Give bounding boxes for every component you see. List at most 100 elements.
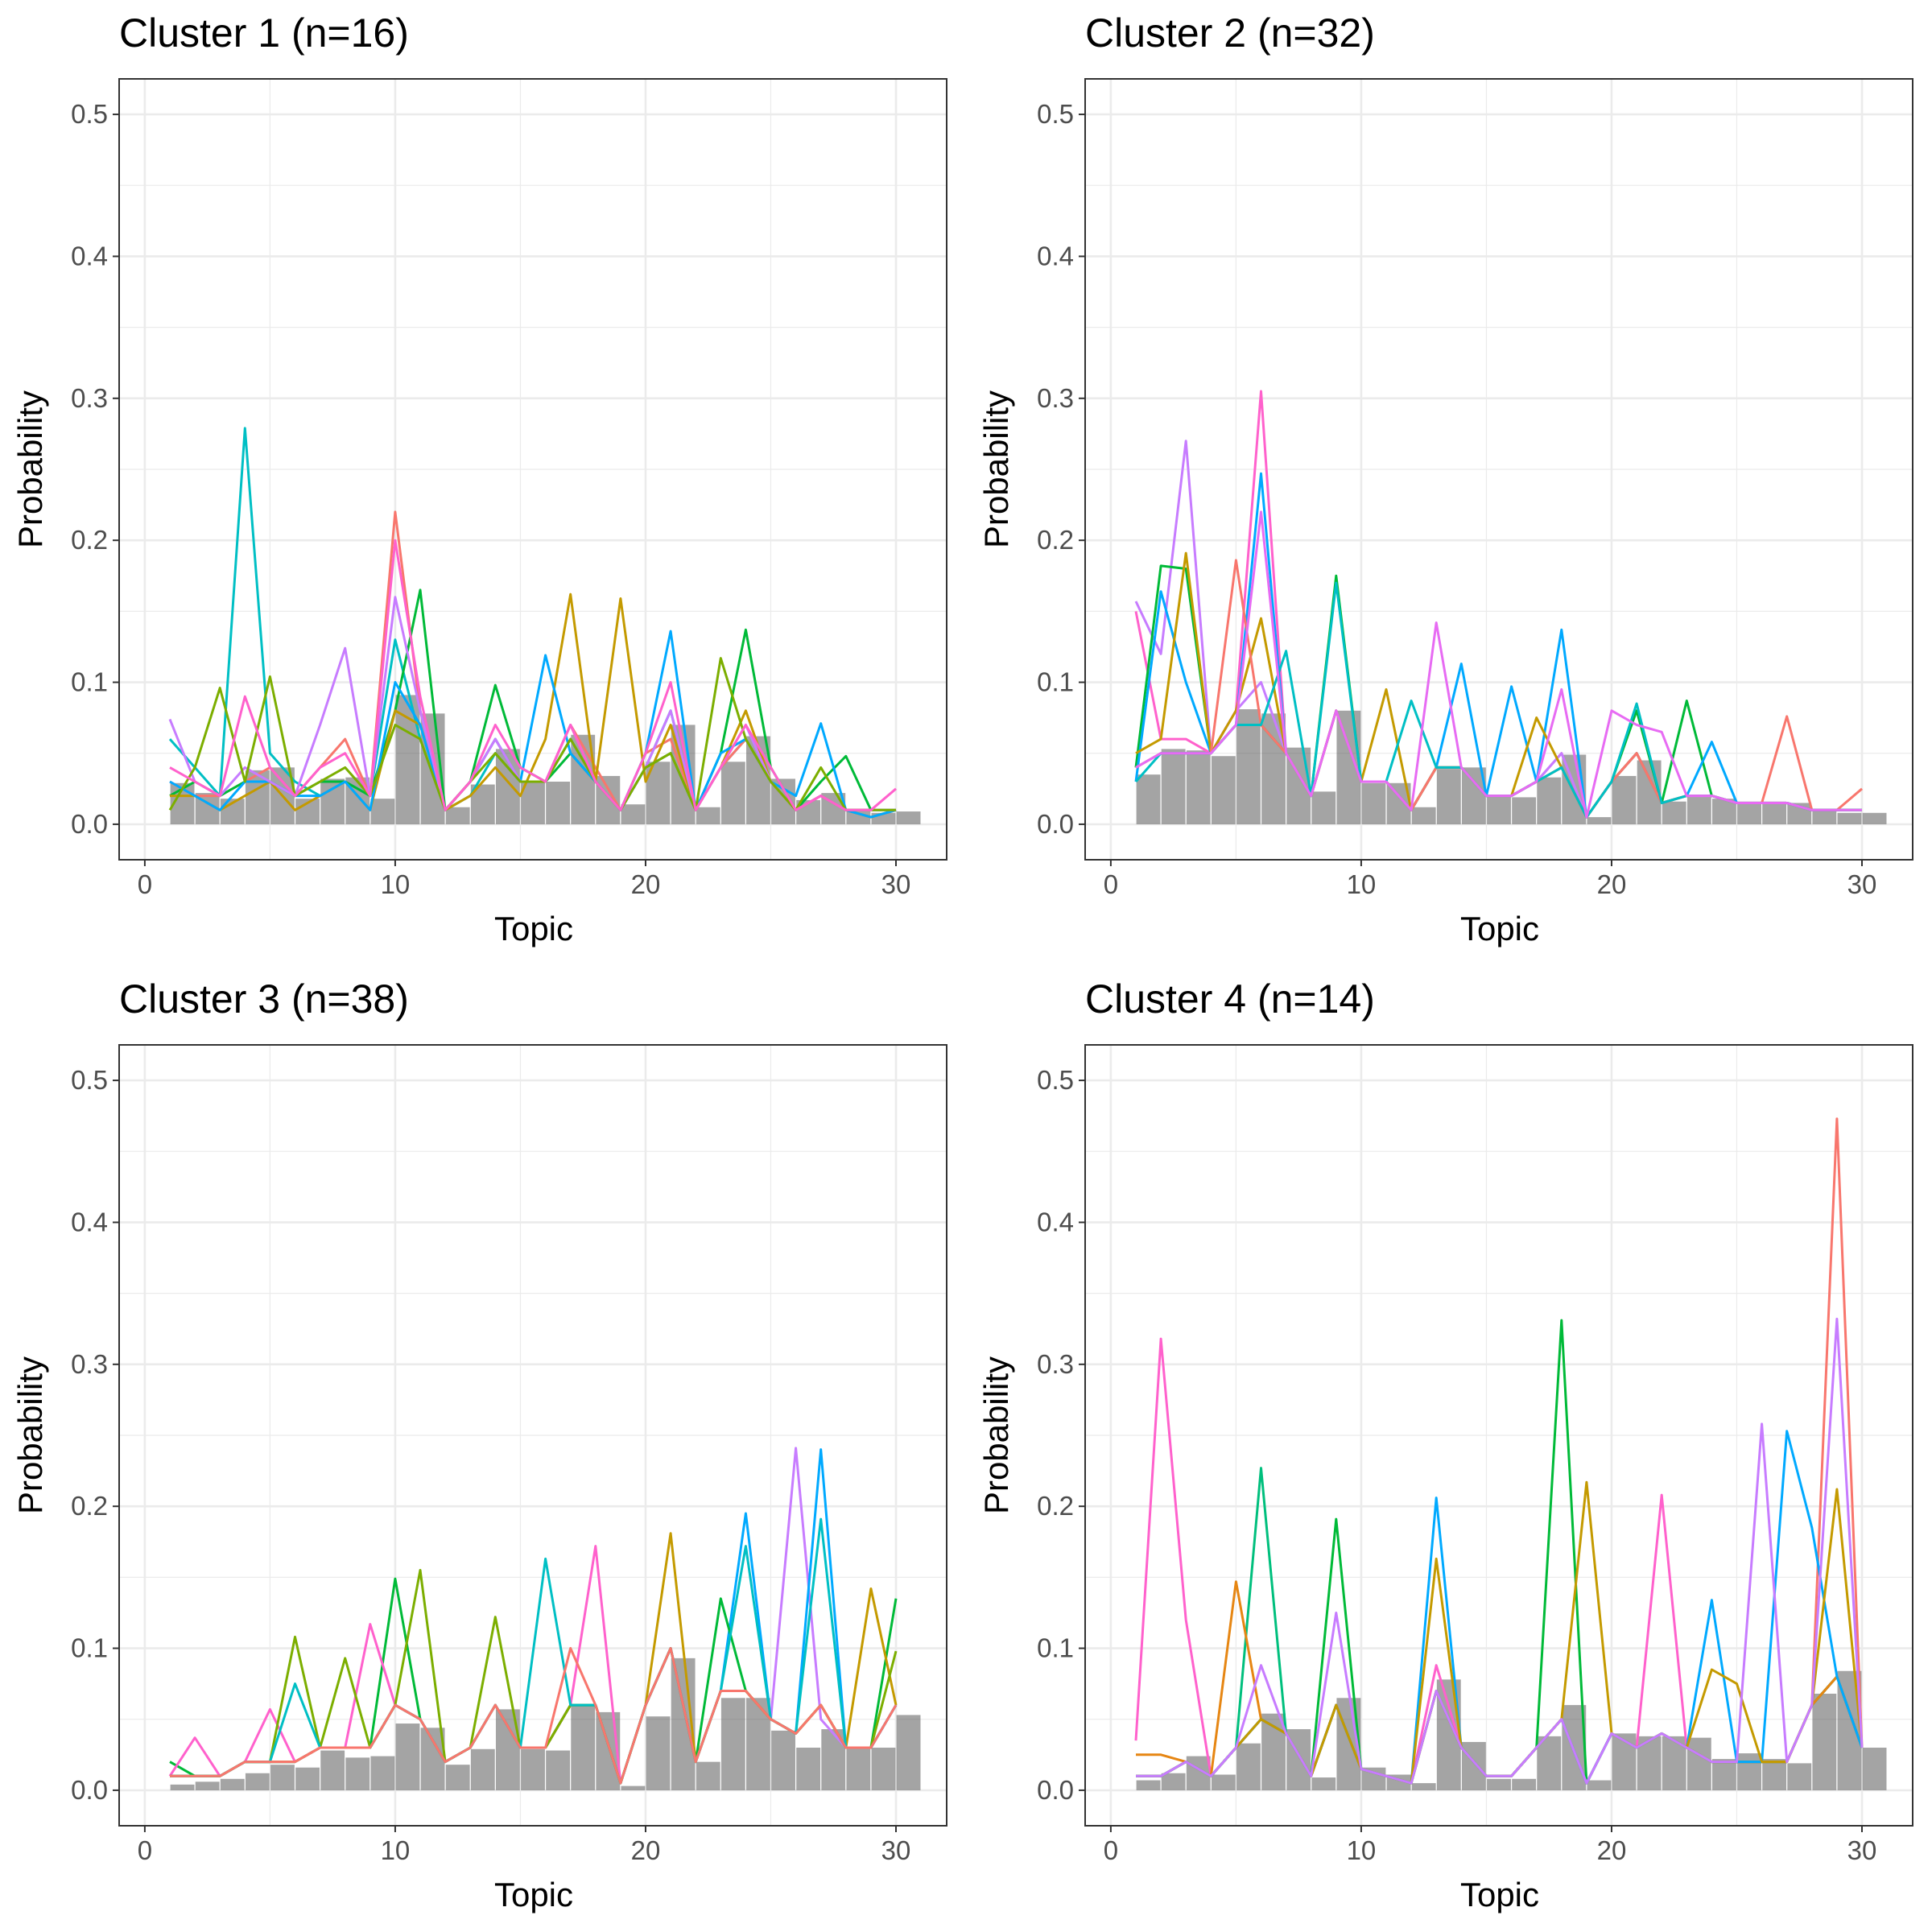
- bar: [1512, 797, 1537, 824]
- bar: [1686, 797, 1711, 824]
- series-lines: [168, 1447, 898, 1785]
- series-line: [1135, 510, 1862, 819]
- y-tick-label: 0.5: [71, 1065, 108, 1095]
- bar: [1537, 1736, 1562, 1790]
- x-axis-label: Topic: [1460, 1876, 1539, 1913]
- bar: [521, 782, 545, 824]
- panel-cluster-4: Cluster 4 (n=14) Topic Probability 0.0 0.…: [966, 966, 1932, 1932]
- grid: [1085, 79, 1913, 860]
- x-tick-label: 10: [1347, 1835, 1377, 1865]
- panel-border: [1084, 1044, 1913, 1827]
- y-tick-label: 0.2: [1037, 525, 1074, 555]
- bar: [395, 1724, 420, 1790]
- y-tick-label: 0.5: [1037, 1065, 1074, 1095]
- panel-cluster-3: Cluster 3 (n=38) Topic Probability 0.0 0.…: [0, 966, 966, 1932]
- bar: [1461, 1741, 1486, 1790]
- bar: [1787, 1763, 1812, 1790]
- bar: [1161, 749, 1186, 824]
- x-tick-label: 20: [631, 869, 661, 899]
- panel-cluster-1: Cluster 1 (n=16) Topic Probability 0.0 0.…: [0, 0, 966, 966]
- series-line: [1136, 1317, 1864, 1785]
- bar: [1737, 801, 1761, 824]
- bar: [1537, 777, 1562, 824]
- x-tick-label: 0: [138, 869, 152, 899]
- series-line: [168, 657, 896, 811]
- y-tick-label: 0.0: [71, 1775, 108, 1805]
- x-axis-label: Topic: [494, 910, 573, 947]
- bar: [521, 1748, 545, 1790]
- panel-title: Cluster 3 (n=38): [119, 976, 409, 1022]
- axes: 0.0 0.1 0.2 0.3 0.4 0.5 0 10 20 30: [71, 1065, 910, 1865]
- bar: [1737, 1753, 1761, 1790]
- y-tick-label: 0.3: [1037, 1349, 1074, 1379]
- bar: [546, 782, 571, 824]
- y-tick-label: 0.3: [1037, 383, 1074, 413]
- y-tick-label: 0.1: [71, 1633, 108, 1663]
- bar: [1311, 1777, 1336, 1790]
- bar: [295, 1767, 320, 1790]
- y-axis-label: Probability: [11, 390, 49, 548]
- x-tick-label: 10: [1347, 869, 1377, 899]
- bar: [1236, 709, 1261, 824]
- bar: [546, 1750, 571, 1790]
- bar: [1411, 807, 1436, 824]
- x-tick-label: 20: [1597, 1835, 1627, 1865]
- bar: [896, 811, 921, 824]
- series-lines: [1134, 1117, 1864, 1785]
- y-tick-label: 0.4: [1037, 1207, 1074, 1236]
- y-axis-label: Probability: [977, 390, 1015, 548]
- y-tick-label: 0.2: [71, 525, 108, 555]
- bar: [1136, 774, 1161, 824]
- bar: [621, 1785, 646, 1790]
- x-tick-label: 20: [1597, 869, 1627, 899]
- y-axis-label: Probability: [11, 1356, 49, 1514]
- bar: [1186, 750, 1211, 824]
- bar: [1712, 1759, 1736, 1790]
- bar: [646, 1716, 671, 1790]
- bar: [370, 1756, 395, 1790]
- series-lines: [168, 427, 897, 819]
- bars: [170, 1657, 921, 1790]
- bar: [1211, 756, 1236, 824]
- bar: [1161, 1773, 1186, 1790]
- bar: [220, 1778, 245, 1790]
- bar: [1236, 1743, 1261, 1790]
- bar: [170, 1784, 195, 1790]
- y-tick-label: 0.3: [71, 1349, 108, 1379]
- bar: [621, 804, 646, 824]
- bar: [1612, 775, 1637, 824]
- bar: [1812, 1693, 1837, 1790]
- x-tick-label: 0: [1104, 869, 1118, 899]
- bars: [1136, 1670, 1887, 1790]
- bar: [470, 1748, 495, 1790]
- x-axis-label: Topic: [1460, 910, 1539, 947]
- bar: [1487, 1778, 1511, 1790]
- bar: [1587, 1780, 1612, 1790]
- y-tick-label: 0.2: [71, 1491, 108, 1521]
- x-tick-label: 10: [381, 1835, 411, 1865]
- y-tick-label: 0.4: [71, 241, 108, 270]
- bar: [1762, 1759, 1787, 1790]
- y-tick-label: 0.2: [1037, 1491, 1074, 1521]
- bar: [771, 1730, 795, 1790]
- x-tick-label: 30: [881, 869, 911, 899]
- bar: [1411, 1783, 1436, 1790]
- bar: [1662, 801, 1686, 824]
- chart-cluster-3: Cluster 3 (n=38) Topic Probability 0.00.…: [11, 976, 947, 1913]
- bar: [1612, 1733, 1637, 1790]
- bar: [270, 1765, 295, 1790]
- bar: [746, 1698, 770, 1790]
- axes: 0.0 0.1 0.2 0.3 0.4 0.5 0 10 20 30: [1037, 1065, 1876, 1865]
- panel-border: [118, 78, 947, 861]
- bar: [696, 807, 720, 824]
- x-tick-label: 30: [1847, 869, 1877, 899]
- bar: [1587, 817, 1612, 824]
- bar: [1512, 1778, 1537, 1790]
- bar: [846, 1748, 871, 1790]
- bar: [1361, 782, 1386, 824]
- bar: [1136, 1780, 1161, 1790]
- bar: [445, 1765, 470, 1790]
- bar: [1211, 1774, 1236, 1790]
- y-tick-label: 0.1: [1037, 667, 1074, 697]
- chart-cluster-2: Cluster 2 (n=32) Topic Probability 0.00.…: [977, 10, 1913, 947]
